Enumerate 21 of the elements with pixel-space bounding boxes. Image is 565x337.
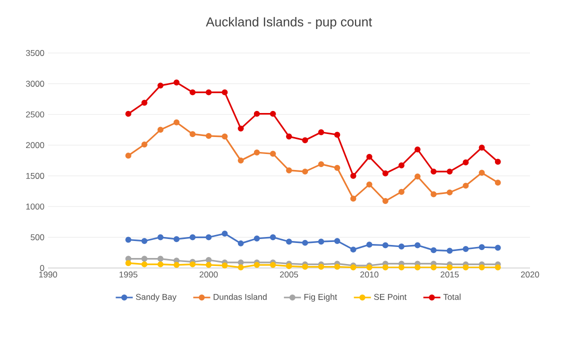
y-tick-label: 1500 (26, 172, 44, 179)
y-tick-label: 0 (40, 265, 44, 271)
x-tick-label: 2000 (200, 272, 218, 278)
y-tick-label: 2500 (26, 111, 44, 118)
y-tick-label: 3000 (26, 80, 44, 87)
y-tick-label: 500 (30, 234, 44, 240)
x-tick-label: 2010 (360, 272, 378, 278)
y-tick-label: 3500 (26, 50, 44, 56)
legend-label: Total (443, 294, 460, 300)
legend-label: Fig Eight (304, 294, 338, 302)
x-tick-label: 2020 (521, 272, 540, 278)
x-tick-label: 2005 (280, 272, 298, 278)
x-tick-label: 1995 (120, 272, 138, 278)
legend-label: SE Point (374, 294, 407, 300)
legend-label: Dundas Island (214, 294, 267, 300)
x-tick-label: 2015 (440, 272, 459, 278)
y-tick-label: 2000 (26, 142, 44, 148)
chart-title: Auckland Islands - pup count (206, 16, 372, 30)
x-tick-label: 1990 (39, 272, 58, 278)
y-tick-label: 1000 (26, 204, 44, 210)
legend-label: Sandy Bay (136, 294, 176, 302)
